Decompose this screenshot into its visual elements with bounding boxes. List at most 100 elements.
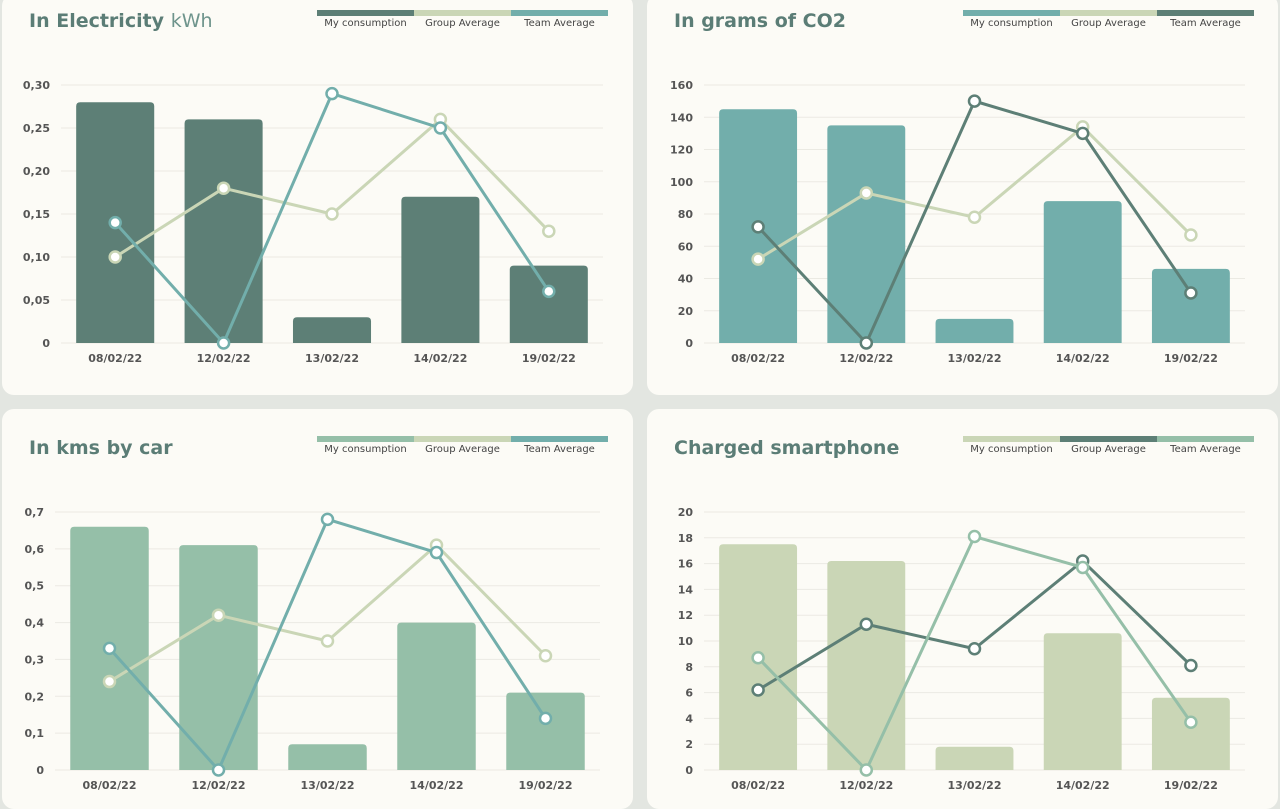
legend-swatch	[511, 10, 608, 16]
chart-legend: My consumption Group Average Team Averag…	[317, 10, 608, 29]
y-tick-label: 8	[685, 661, 693, 674]
y-tick-label: 0,7	[25, 506, 45, 519]
y-tick-label: 0	[685, 337, 693, 350]
chart-bar	[1151, 268, 1230, 343]
series-line	[108, 543, 547, 683]
legend-swatch	[963, 436, 1060, 442]
series-point	[211, 763, 226, 777]
series-point	[433, 121, 448, 135]
chart-bar	[397, 622, 476, 770]
chart-title-text: In kms by car	[29, 437, 173, 459]
y-tick-label: 0,20	[23, 165, 50, 178]
legend-swatch	[1060, 10, 1157, 16]
x-tick-label: 19/02/22	[519, 779, 573, 792]
chart-legend: My consumption Group Average Team Averag…	[963, 10, 1254, 29]
legend-item-my-consumption[interactable]: My consumption	[963, 10, 1060, 29]
series-point	[751, 220, 765, 234]
y-tick-label: 0	[36, 764, 44, 777]
chart-bar	[935, 318, 1014, 343]
series-point	[1184, 715, 1198, 730]
x-tick-label: 13/02/22	[948, 352, 1002, 365]
y-tick-label: 0	[685, 764, 693, 777]
y-tick-label: 60	[678, 240, 694, 253]
series-point	[102, 641, 117, 656]
x-tick-label: 19/02/22	[522, 352, 576, 365]
y-tick-label: 0,6	[25, 543, 45, 556]
chart-legend: My consumption Group Average Team Averag…	[963, 436, 1254, 455]
legend-label: Team Average	[524, 18, 595, 29]
legend-swatch	[1157, 10, 1254, 16]
series-point	[542, 284, 556, 299]
chart-bar	[1151, 697, 1230, 770]
x-tick-label: 19/02/22	[1164, 352, 1218, 365]
y-tick-label: 0,4	[25, 617, 45, 630]
x-tick-label: 13/02/22	[305, 352, 359, 365]
y-tick-label: 0,25	[23, 122, 50, 135]
x-tick-label: 13/02/22	[301, 779, 355, 792]
chart-bar	[179, 545, 258, 770]
legend-label: Group Average	[1071, 18, 1146, 29]
y-tick-label: 10	[678, 635, 694, 648]
y-tick-label: 2	[685, 738, 693, 751]
chart-bar	[1043, 633, 1122, 770]
legend-swatch	[963, 10, 1060, 16]
chart-bar	[1043, 201, 1122, 343]
legend-item-group-average[interactable]: Group Average	[1060, 10, 1157, 29]
legend-label: Group Average	[425, 18, 500, 29]
series-point	[967, 210, 982, 224]
y-tick-label: 20	[678, 506, 694, 519]
series-point	[751, 651, 765, 665]
chart-bar	[184, 119, 263, 344]
series-line	[757, 125, 1192, 261]
legend-item-team-average[interactable]: Team Average	[511, 436, 608, 455]
chart-title: Charged smartphone	[674, 437, 899, 459]
y-tick-label: 4	[685, 712, 693, 725]
legend-item-team-average[interactable]: Team Average	[1157, 10, 1254, 29]
legend-item-group-average[interactable]: Group Average	[414, 10, 511, 29]
chart-title: In grams of CO2	[674, 10, 846, 32]
y-tick-label: 20	[678, 305, 694, 318]
legend-swatch	[414, 10, 511, 16]
legend-label: Team Average	[1170, 444, 1241, 455]
chart-plot: 0 20 40 60 80 100 120 140 160 08/02/22 12/02/22 13/…	[670, 79, 1245, 365]
series-point	[1184, 286, 1198, 300]
y-tick-label: 80	[678, 208, 694, 221]
series-point	[325, 86, 339, 101]
y-tick-label: 0,5	[25, 580, 45, 593]
legend-item-my-consumption[interactable]: My consumption	[317, 10, 414, 29]
legend-item-group-average[interactable]: Group Average	[414, 436, 511, 455]
series-point	[325, 207, 339, 221]
legend-item-my-consumption[interactable]: My consumption	[963, 436, 1060, 455]
series-point	[859, 617, 874, 631]
chart-bar	[935, 746, 1014, 770]
chart-bar	[506, 692, 585, 770]
series-point	[108, 215, 122, 230]
legend-item-group-average[interactable]: Group Average	[1060, 436, 1157, 455]
series-point	[1184, 658, 1198, 673]
series-point	[1075, 126, 1090, 141]
chart-title: In kms by car	[29, 437, 173, 459]
series-point	[320, 512, 335, 527]
chart-plot: 0 2 4 6 8 10 12 14 16 18 20 08/02/22 12/02/22 13/02/2…	[678, 506, 1245, 792]
x-tick-label: 12/02/22	[192, 779, 246, 792]
series-point	[859, 336, 874, 350]
x-tick-label: 08/02/22	[731, 779, 785, 792]
chart-card-kms-by-car: In kms by car My consumption Group Avera…	[2, 409, 633, 809]
legend-item-team-average[interactable]: Team Average	[511, 10, 608, 29]
series-point	[1184, 228, 1198, 242]
chart-bar	[827, 561, 906, 770]
legend-item-my-consumption[interactable]: My consumption	[317, 436, 414, 455]
legend-label: My consumption	[324, 444, 407, 455]
legend-swatch	[511, 436, 608, 442]
y-tick-label: 0,3	[25, 653, 45, 666]
legend-item-team-average[interactable]: Team Average	[1157, 436, 1254, 455]
y-tick-label: 0,05	[23, 294, 50, 307]
y-tick-label: 140	[670, 111, 693, 124]
chart-bar	[401, 196, 480, 343]
series-point	[1075, 560, 1090, 575]
y-tick-label: 0,15	[23, 208, 50, 221]
x-tick-label: 19/02/22	[1164, 779, 1218, 792]
series-line	[114, 117, 550, 259]
y-tick-label: 0,30	[23, 79, 50, 92]
y-tick-label: 0,2	[25, 690, 45, 703]
